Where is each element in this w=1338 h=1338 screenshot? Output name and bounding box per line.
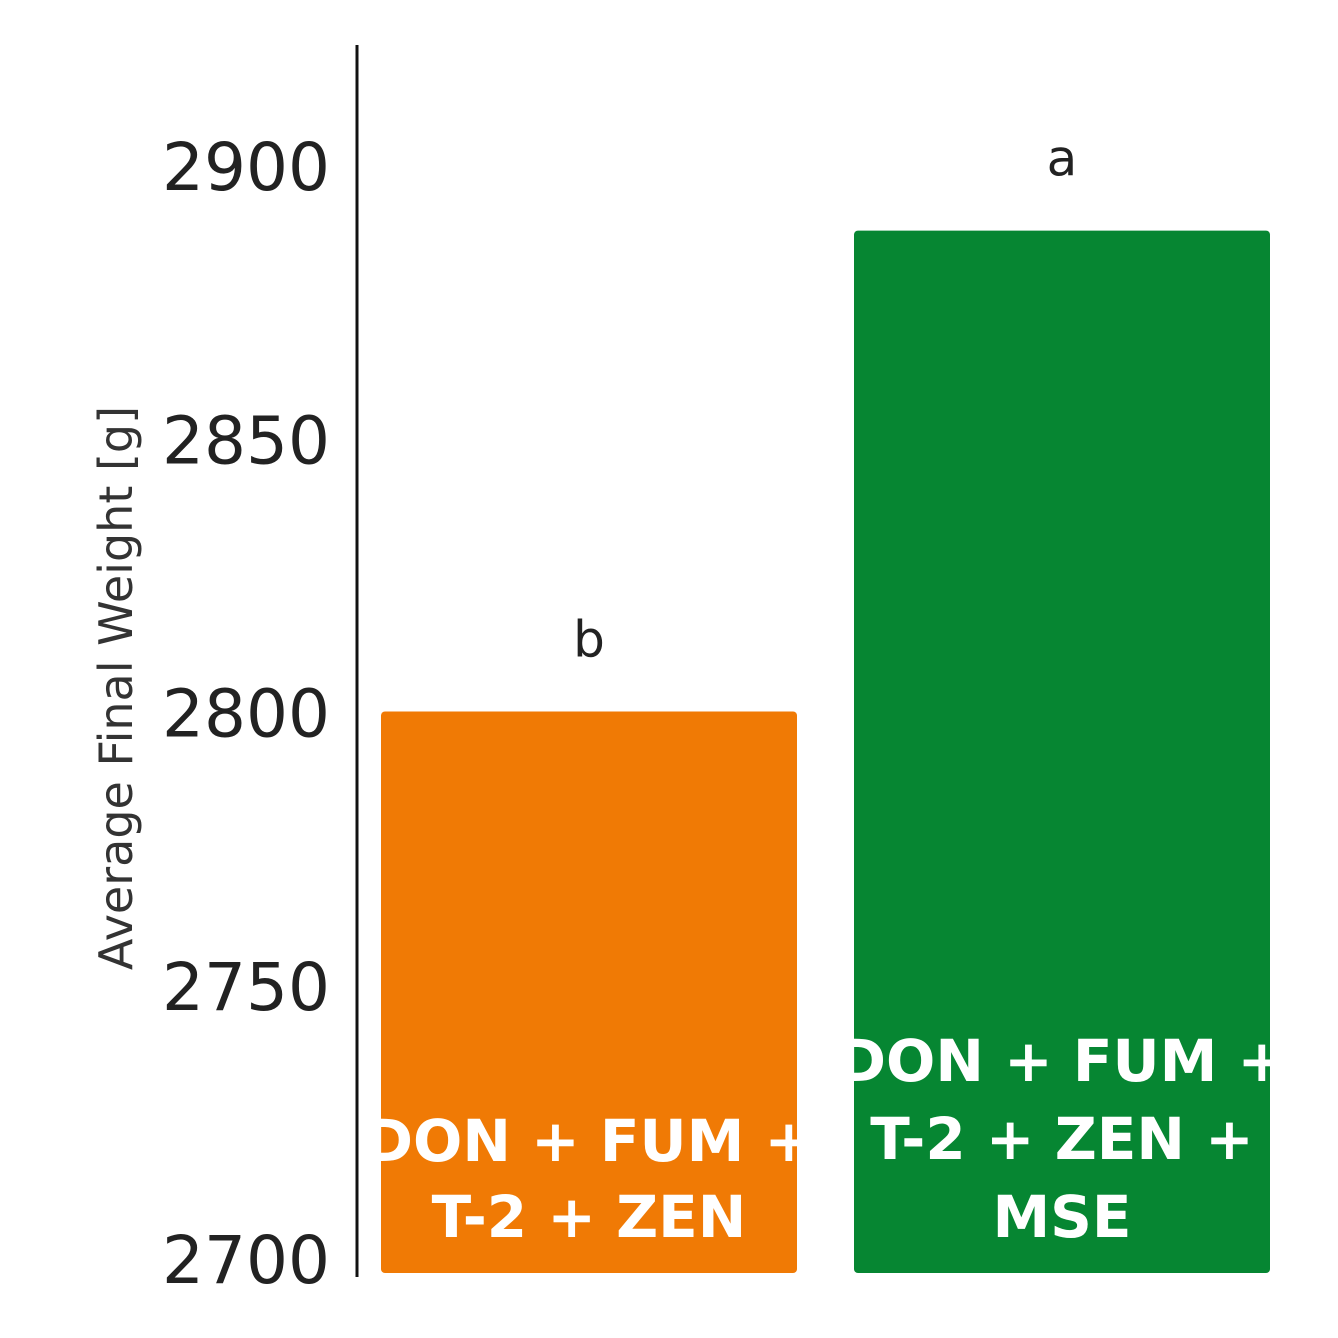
bars: b DON + FUM + T-2 + ZEN a DON + FUM + T-2 + Z… [365, 130, 1286, 1274]
bar [381, 711, 797, 1273]
y-tick-label: 2750 [162, 949, 330, 1026]
bar [854, 230, 1270, 1274]
y-axis-title: Average Final Weight [g] [89, 406, 143, 970]
bar-category-label: T-2 + ZEN [432, 1183, 747, 1251]
y-axis-ticks: 2700 2750 2800 2850 2900 [162, 129, 330, 1299]
bar-category-label: MSE [992, 1183, 1131, 1251]
y-tick-label: 2850 [162, 402, 330, 479]
bar-category-label: DON + FUM + [365, 1107, 813, 1175]
bar-category-label: T-2 + ZEN + [870, 1105, 1253, 1173]
y-tick-label: 2700 [162, 1222, 330, 1299]
y-tick-label: 2900 [162, 129, 330, 206]
bar-category-label: DON + FUM + [838, 1027, 1286, 1095]
y-tick-label: 2800 [162, 676, 330, 753]
significance-label: b [573, 611, 605, 669]
significance-label: a [1047, 130, 1078, 188]
